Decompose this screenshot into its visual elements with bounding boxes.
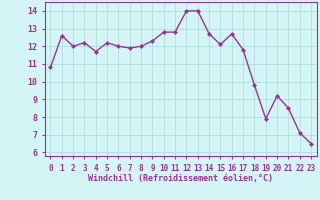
X-axis label: Windchill (Refroidissement éolien,°C): Windchill (Refroidissement éolien,°C) bbox=[88, 174, 273, 183]
